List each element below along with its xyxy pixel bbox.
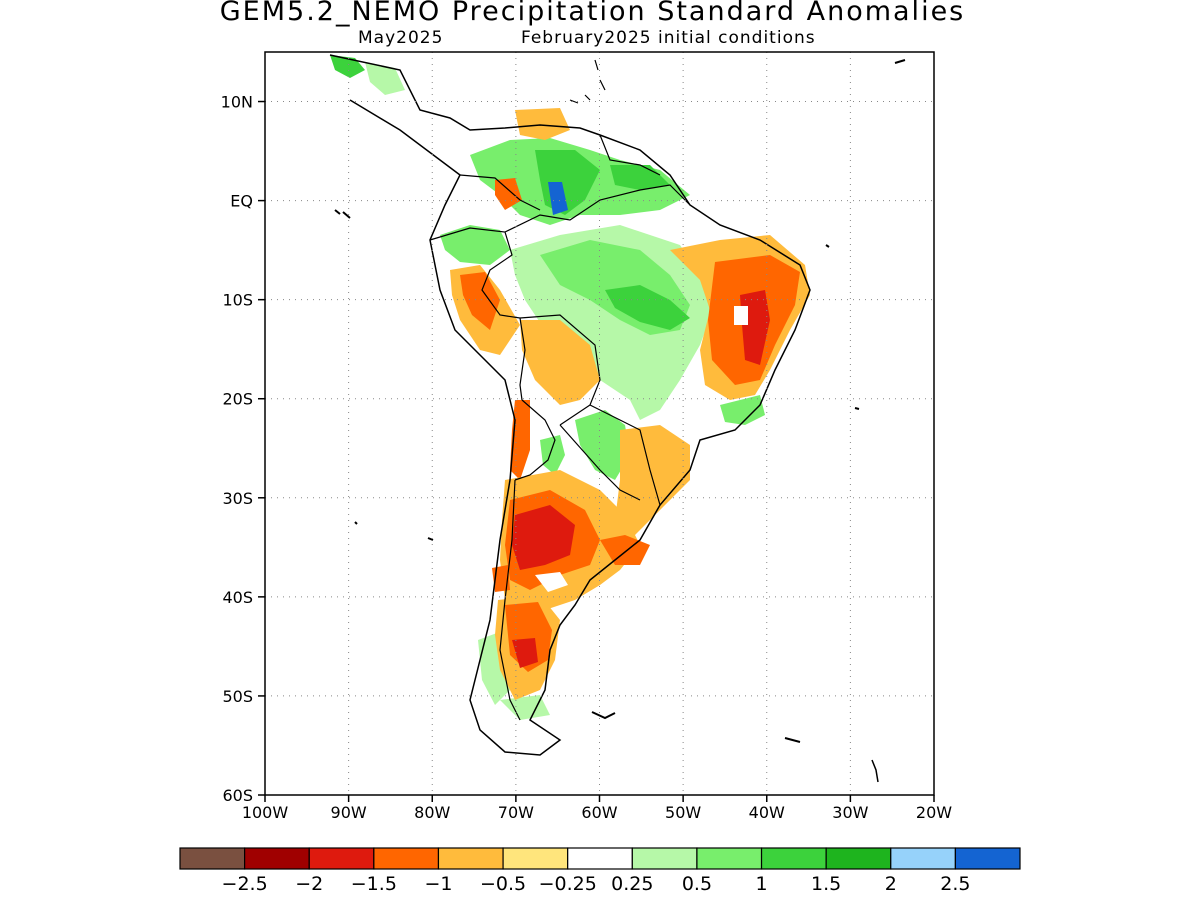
venezuela-dry bbox=[515, 108, 570, 140]
colorbar-label: 1.5 bbox=[811, 873, 841, 895]
lon-tick-label: 90W bbox=[331, 803, 367, 822]
galapagos-islands bbox=[334, 209, 351, 219]
peru-dry-core bbox=[460, 272, 500, 330]
lat-tick-label: 10N bbox=[221, 93, 253, 112]
caribbean-islands bbox=[569, 59, 606, 104]
south-georgia bbox=[784, 737, 801, 743]
continent-coastline bbox=[329, 54, 811, 756]
lon-tick-label: 80W bbox=[414, 803, 450, 822]
juan-fernandez bbox=[354, 521, 434, 541]
latitude-axis: 10N EQ 10S 20S 30S 40S 50S 60S bbox=[221, 93, 265, 805]
lat-tick-label: 30S bbox=[222, 489, 253, 508]
colorbar-label: 1 bbox=[755, 873, 767, 895]
colombia-dry bbox=[495, 178, 522, 210]
lon-tick-label: 50W bbox=[665, 803, 701, 822]
colorbar-swatch bbox=[760, 847, 827, 870]
bolivia-dry bbox=[520, 320, 600, 405]
colorbar-swatch bbox=[890, 847, 956, 870]
venezuela-wet-peak bbox=[548, 182, 568, 215]
patagonia-dry-peak bbox=[512, 638, 538, 668]
lat-tick-label: 20S bbox=[222, 390, 253, 409]
colorbar-label: 2 bbox=[885, 873, 897, 895]
country-borders bbox=[429, 134, 691, 721]
tierra-del-fuego-wet bbox=[500, 695, 550, 720]
lat-tick-label: 40S bbox=[222, 588, 253, 607]
map-title: GEM5.2_NEMO Precipitation Standard Anoma… bbox=[219, 0, 966, 27]
colorbar-swatch bbox=[502, 847, 569, 870]
southern-brazil-dry bbox=[615, 425, 690, 540]
colorbar-swatch bbox=[631, 847, 698, 870]
lon-tick-label: 40W bbox=[749, 803, 785, 822]
colorbar-label: −0.25 bbox=[539, 873, 597, 895]
lon-tick-label: 60W bbox=[581, 803, 617, 822]
longitude-axis: 100W 90W 80W 70W 60W 50W 40W 30W 20W bbox=[242, 795, 952, 822]
lon-tick-label: 30W bbox=[832, 803, 868, 822]
colorbar-swatch bbox=[954, 847, 1021, 870]
paraguay-wet bbox=[575, 410, 630, 480]
lat-tick-label: 60S bbox=[222, 786, 253, 805]
colorbar-label: −0.5 bbox=[480, 873, 526, 895]
central-brazil-wet-peak bbox=[605, 285, 690, 330]
colorbar-label: −2 bbox=[295, 873, 323, 895]
lon-tick-label: 70W bbox=[498, 803, 534, 822]
argentina-neutral-patch bbox=[535, 572, 568, 592]
initial-conditions: February2025 initial conditions bbox=[521, 28, 816, 48]
forecast-month: May2025 bbox=[358, 28, 444, 48]
colorbar-swatch bbox=[696, 847, 763, 870]
colorbar-swatch bbox=[437, 847, 504, 870]
missing-data-patch bbox=[734, 306, 748, 325]
central-argentina-dry-peak bbox=[512, 505, 575, 570]
colorbar-swatch bbox=[308, 847, 375, 870]
colorbar-label: 2.5 bbox=[940, 873, 970, 895]
lat-tick-label: 10S bbox=[222, 291, 253, 310]
ecuador-wet bbox=[440, 225, 510, 265]
anomaly-fields bbox=[265, 52, 934, 795]
lat-tick-label: EQ bbox=[230, 192, 253, 211]
lat-tick-label: 50S bbox=[222, 687, 253, 706]
colorbar-label: 0.5 bbox=[682, 873, 712, 895]
colorbar-label: 0.25 bbox=[611, 873, 653, 895]
southeast-brazil-wet bbox=[720, 395, 765, 425]
lon-tick-label: 100W bbox=[242, 803, 289, 822]
guyana-wet bbox=[610, 165, 670, 190]
colorbar-label: −2.5 bbox=[222, 873, 268, 895]
colorbar-swatch bbox=[825, 847, 892, 870]
lon-tick-label: 20W bbox=[916, 803, 952, 822]
colorbar-label: −1 bbox=[424, 873, 452, 895]
colorbar: −2.5 −2 −1.5 −1 −0.5 −0.25 0.25 0.5 1 1.5 2 2.5 bbox=[179, 847, 1021, 895]
colorbar-swatch bbox=[244, 847, 310, 870]
colorbar-label: −1.5 bbox=[351, 873, 397, 895]
south-sandwich-islands bbox=[871, 759, 879, 783]
colorbar-swatch bbox=[567, 847, 633, 870]
abrolhos-islands bbox=[825, 59, 906, 410]
northern-argentina-wet bbox=[540, 435, 565, 475]
central-america-wet-light bbox=[365, 62, 405, 95]
colorbar-swatch bbox=[373, 847, 440, 870]
land-base bbox=[330, 55, 810, 755]
falkland-islands bbox=[591, 711, 616, 720]
colorbar-swatch bbox=[179, 847, 246, 870]
